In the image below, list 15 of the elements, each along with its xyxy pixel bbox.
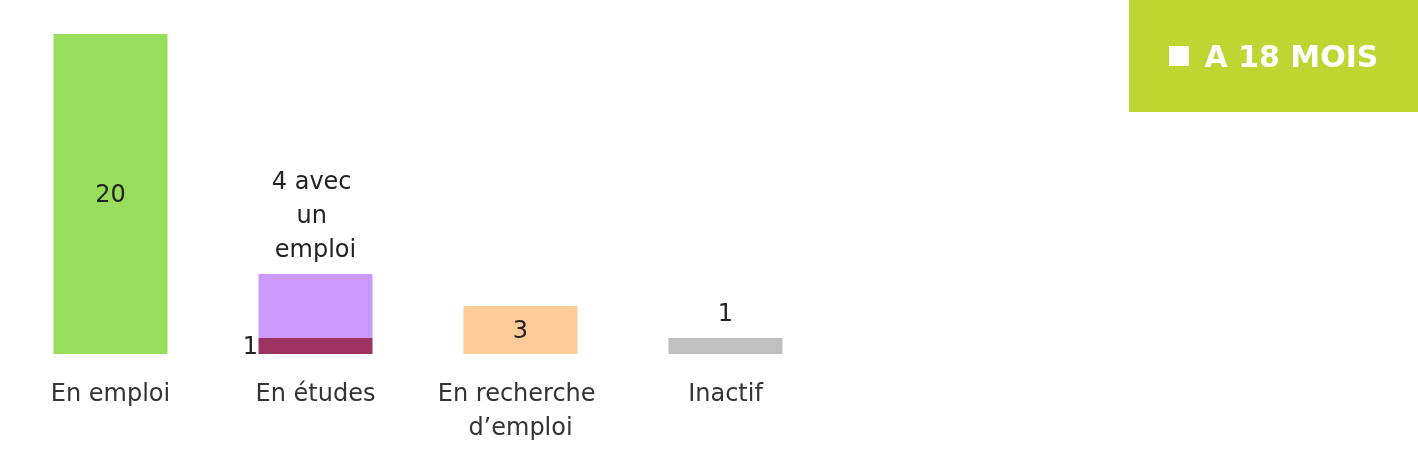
bar (258, 338, 373, 354)
x-tick-label: Inactif (688, 379, 764, 407)
data-label: 4 avec un emploi (271, 167, 360, 263)
x-tick-label: En recherche d’emploi (437, 379, 604, 441)
data-label: 20 (95, 180, 126, 208)
x-tick-label: En emploi (50, 379, 171, 407)
text: A 18 MOIS (1204, 38, 1379, 74)
data-label: 3 (512, 316, 529, 344)
data-label: 1 (717, 299, 734, 327)
data-label: 1 (242, 332, 259, 360)
x-tick-label: En études (255, 379, 376, 407)
bar (53, 34, 168, 354)
bar (258, 274, 373, 338)
bar (463, 306, 578, 354)
bar (668, 338, 783, 354)
